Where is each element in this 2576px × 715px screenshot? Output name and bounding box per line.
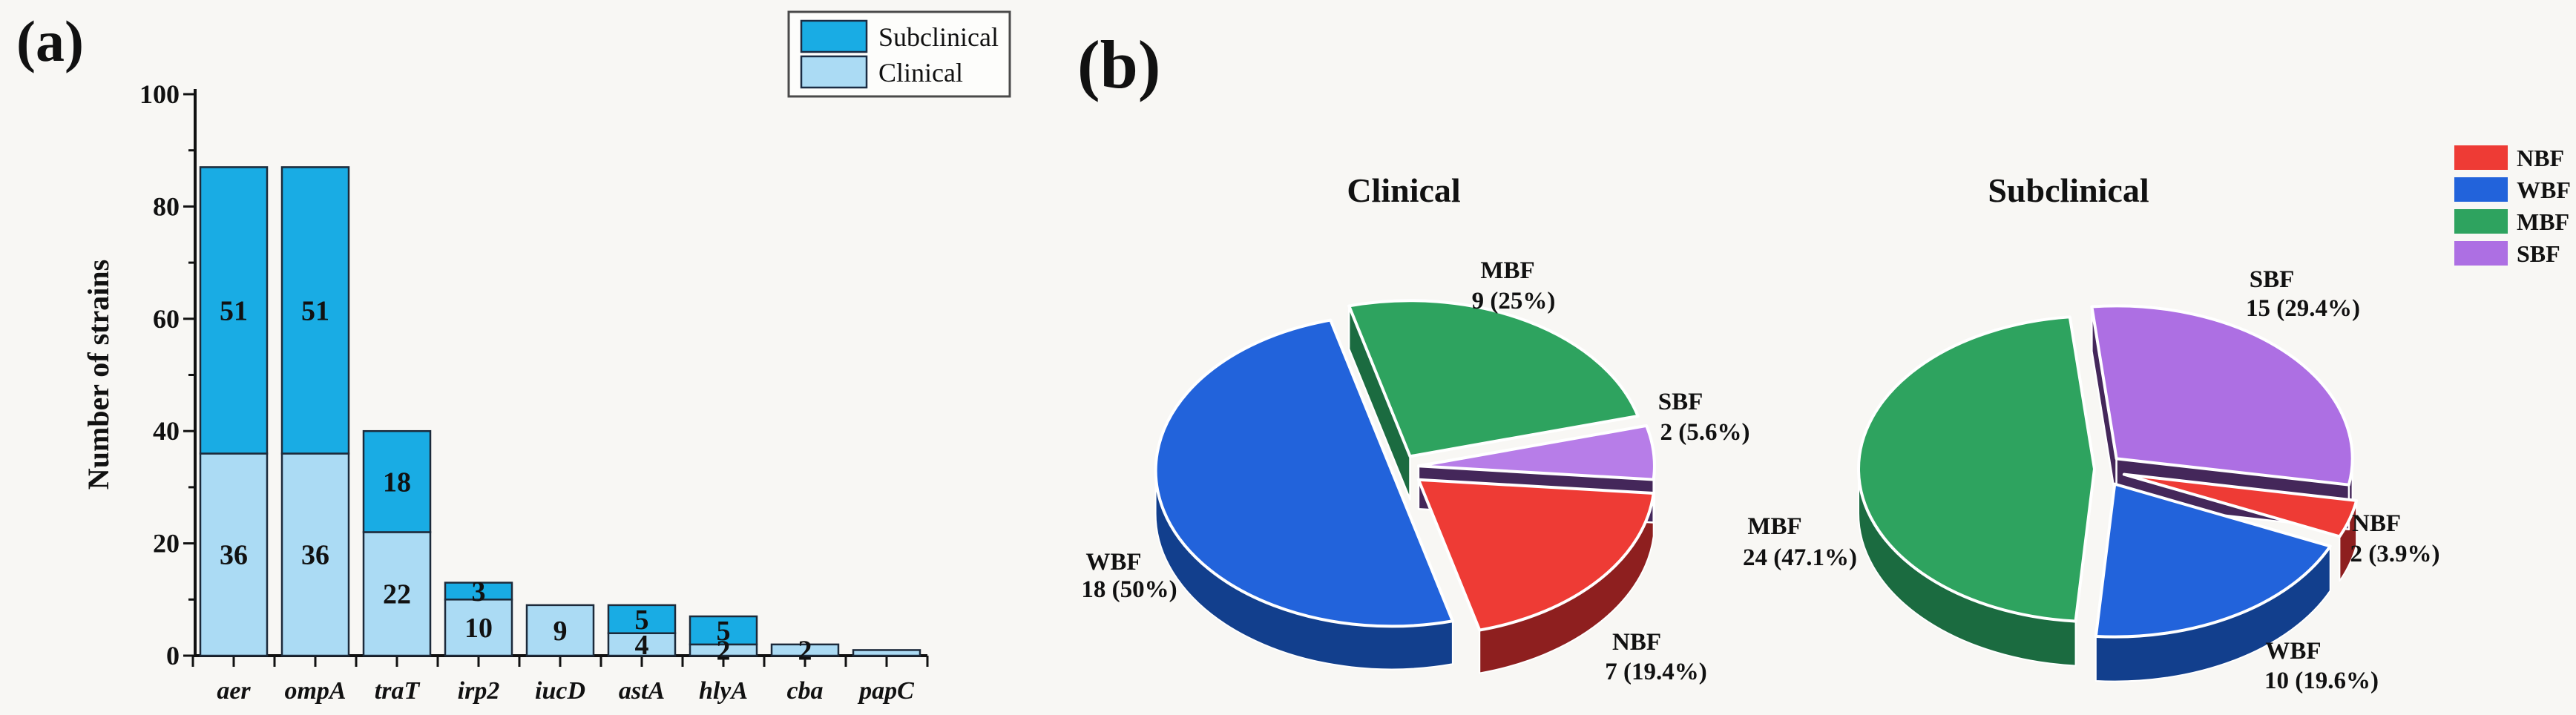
legend-panel-b: NBF WBF MBF SBF [2454, 145, 2571, 267]
x-category-label: iucD [535, 677, 585, 705]
x-category-label: astA [619, 677, 665, 705]
bar-value-label: 2 [717, 635, 731, 666]
bar-segment-subclinical [199, 166, 269, 455]
bar-segment-clinical [362, 531, 432, 657]
bar-value-label: 4 [635, 630, 649, 661]
x-category-label: ompA [284, 677, 346, 705]
legend-b-swatch-sbf [2454, 241, 2508, 266]
pie-slice-mbf [1857, 315, 2096, 623]
y-tick-label: 80 [153, 191, 180, 221]
bar-segment-clinical [280, 452, 350, 657]
bar-value-label: 3 [472, 576, 486, 607]
pie-slice-wbf [2094, 482, 2332, 639]
legend-panel-a: Subclinical Clinical [787, 10, 1011, 98]
pie-title-clinical: Clinical [1347, 171, 1460, 209]
pie-title-subclinical: Subclinical [1988, 171, 2149, 209]
bar-value-label: 51 [220, 295, 248, 326]
bar-value-label: 18 [383, 467, 411, 498]
x-category-label: hlyA [699, 677, 748, 705]
pie-label-name: WBF [1085, 549, 1141, 576]
pie-label-name: WBF [2265, 638, 2321, 665]
y-tick-label: 100 [139, 79, 180, 109]
legend-b-label-mbf: MBF [2517, 208, 2569, 235]
x-category-label: papC [857, 677, 914, 705]
pie-label-value: 2 (3.9%) [2350, 541, 2440, 567]
pie-slice-wbf [1154, 318, 1454, 628]
bar-segment-clinical [199, 452, 269, 657]
x-category-label: irp2 [458, 677, 500, 705]
pie-label-name: SBF [2250, 266, 2295, 293]
bar-value-label: 36 [220, 540, 248, 571]
bar-segment-clinical [770, 643, 840, 657]
bar-value-label: 22 [383, 579, 411, 610]
pie-slice-sbf [1416, 424, 1656, 481]
bar-value-label: 51 [301, 295, 329, 326]
bar-value-label: 5 [717, 616, 731, 647]
pie-label-name: NBF [2352, 510, 2401, 537]
bar-segment-subclinical [607, 604, 677, 634]
legend-a-label-subclinical: Subclinical [878, 22, 999, 52]
bar-segment-subclinical [689, 615, 758, 646]
pie-slice-nbf [1416, 478, 1655, 632]
bar-segment-subclinical [280, 166, 350, 455]
legend-a-swatch-clinical [800, 55, 868, 89]
bar-value-label: 5 [635, 604, 649, 636]
bar-segment-clinical [852, 649, 921, 657]
y-axis-title: Number of strains [82, 260, 115, 490]
pie-slice-nbf [2122, 472, 2359, 538]
pie-label-value: 7 (19.4%) [1605, 659, 1706, 685]
x-category-label: traT [375, 677, 421, 705]
x-category-label: aer [217, 677, 251, 705]
x-category-label: cba [786, 677, 823, 705]
pie-label-value: 2 (5.6%) [1660, 419, 1750, 446]
bar-segment-clinical [607, 632, 677, 657]
legend-a-swatch-subclinical [800, 19, 868, 53]
pie-label-name: NBF [1612, 629, 1661, 656]
legend-b-label-nbf: NBF [2517, 145, 2564, 171]
panel-a-label: (a) [16, 9, 84, 73]
bar-value-label: 9 [553, 616, 568, 647]
pie-label-value: 9 (25%) [1472, 288, 1556, 314]
bar-chart: 0204060801003651aer3651ompA2218traT103ir… [139, 79, 929, 705]
bar-value-label: 2 [798, 635, 812, 666]
bar-segment-clinical [525, 604, 595, 657]
pie-slice-mbf [1347, 299, 1640, 458]
pie-label-name: SBF [1658, 389, 1703, 415]
bar-segment-clinical [444, 599, 513, 657]
y-tick-label: 20 [153, 529, 180, 559]
y-tick-label: 40 [153, 416, 180, 446]
pie-slice-sbf [2090, 304, 2354, 487]
bar-value-label: 36 [301, 540, 329, 571]
bar-segment-subclinical [444, 581, 513, 601]
pie-label-name: MBF [1480, 257, 1534, 284]
pie-label-name: MBF [1747, 513, 1801, 540]
y-tick-label: 60 [153, 304, 180, 334]
legend-b-label-wbf: WBF [2517, 177, 2571, 203]
legend-a-label-clinical: Clinical [878, 58, 963, 88]
y-tick-label: 0 [166, 641, 180, 670]
legend-b-swatch-mbf [2454, 209, 2508, 234]
bar-segment-subclinical [362, 429, 432, 533]
panel-b-label: (b) [1077, 27, 1160, 102]
pie-label-value: 18 (50%) [1081, 576, 1177, 603]
bar-value-label: 10 [464, 613, 493, 644]
pie-label-value: 24 (47.1%) [1743, 544, 1857, 571]
legend-b-swatch-nbf [2454, 145, 2508, 170]
legend-b-label-sbf: SBF [2517, 240, 2560, 267]
pie-label-value: 10 (19.6%) [2264, 668, 2379, 694]
pie-label-value: 15 (29.4%) [2246, 295, 2360, 322]
legend-b-swatch-wbf [2454, 177, 2508, 202]
